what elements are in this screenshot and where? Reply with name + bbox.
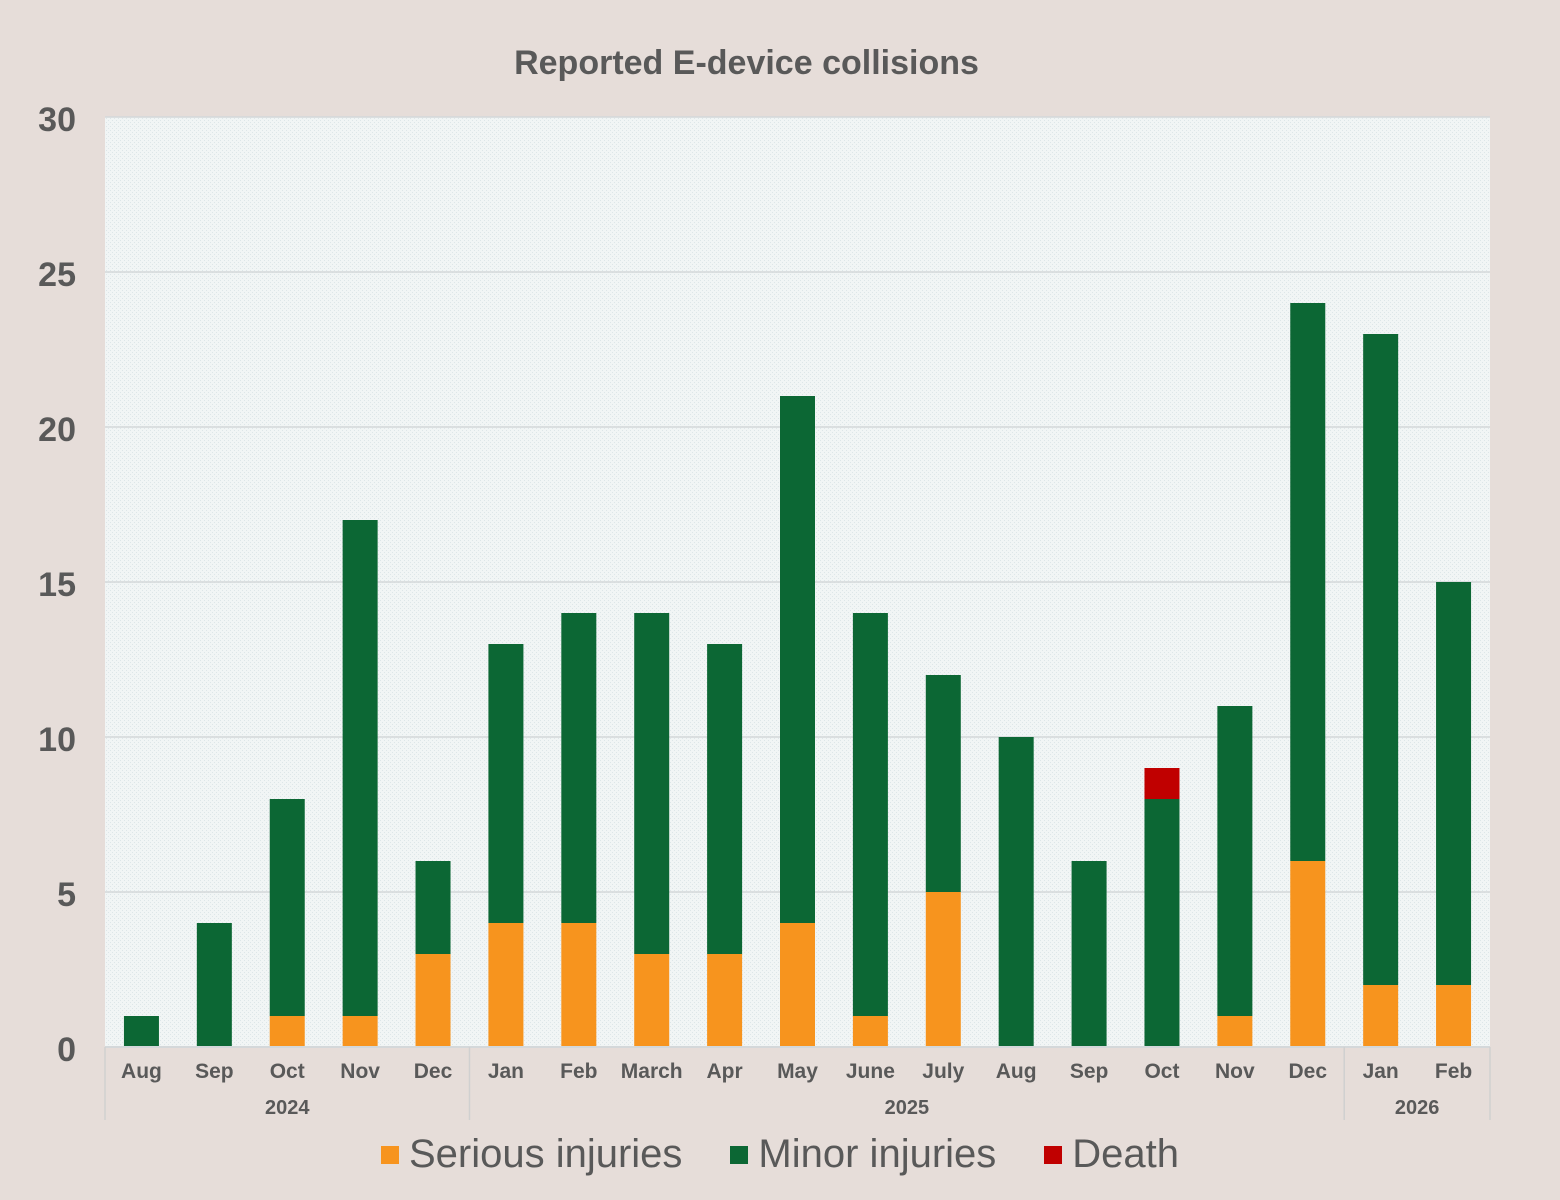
legend-swatch: [730, 1145, 749, 1164]
bar-minor-injuries: [925, 675, 961, 892]
bar-minor-injuries: [196, 923, 232, 1047]
legend-swatch: [380, 1145, 399, 1164]
x-tick-label: March: [621, 1060, 683, 1083]
x-tick-label: Oct: [1144, 1060, 1179, 1083]
legend-swatch: [1044, 1145, 1063, 1164]
legend-label: Death: [1072, 1132, 1180, 1176]
x-tick-label: Dec: [414, 1060, 453, 1083]
bar-minor-injuries: [1144, 799, 1180, 1047]
x-tick-label: Jan: [1363, 1060, 1399, 1083]
year-label: 2026: [1395, 1097, 1440, 1119]
x-tick-label: Nov: [340, 1060, 380, 1083]
bar-serious-injuries: [1363, 985, 1399, 1047]
legend-item: Death: [1044, 1132, 1179, 1177]
bar-serious-injuries: [852, 1016, 888, 1047]
bar-serious-injuries: [269, 1016, 305, 1047]
chart-title: Reported E-device collisions: [514, 44, 979, 82]
bar-minor-injuries: [1436, 582, 1472, 985]
y-tick-label: 15: [38, 566, 76, 604]
bar-death: [1144, 768, 1180, 799]
legend-item: Serious injuries: [380, 1132, 683, 1177]
bar-serious-injuries: [707, 954, 743, 1047]
bar-minor-injuries: [1363, 334, 1399, 985]
x-tick-label: May: [777, 1060, 818, 1083]
bar-minor-injuries: [342, 520, 378, 1016]
y-tick-label: 0: [57, 1031, 76, 1069]
bar-minor-injuries: [998, 737, 1034, 1047]
bar-serious-injuries: [634, 954, 670, 1047]
bar-minor-injuries: [488, 644, 524, 923]
legend: Serious injuries Minor injuries Death: [0, 1132, 1560, 1177]
bar-minor-injuries: [780, 396, 815, 923]
bar-minor-injuries: [1290, 303, 1326, 861]
legend-item: Minor injuries: [730, 1132, 996, 1177]
bar-serious-injuries: [925, 892, 961, 1047]
bar-minor-injuries: [634, 613, 670, 954]
x-tick-label: Nov: [1215, 1060, 1255, 1083]
bar-serious-injuries: [780, 923, 815, 1047]
bar-serious-injuries: [561, 923, 597, 1047]
bar-minor-injuries: [1217, 706, 1253, 1016]
legend-label: Serious injuries: [408, 1132, 683, 1176]
y-tick-label: 10: [38, 721, 76, 759]
bar-minor-injuries: [415, 861, 451, 954]
x-tick-label: Aug: [121, 1060, 162, 1083]
bar-minor-injuries: [707, 644, 743, 954]
y-tick-label: 25: [38, 256, 76, 294]
x-tick-label: July: [922, 1060, 964, 1083]
legend-label: Minor injuries: [758, 1132, 997, 1176]
bar-minor-injuries: [123, 1016, 159, 1047]
bar-minor-injuries: [561, 613, 597, 923]
bar-serious-injuries: [488, 923, 524, 1047]
x-tick-label: Sep: [195, 1060, 234, 1083]
x-tick-label: June: [846, 1060, 895, 1083]
x-tick-label: Aug: [996, 1060, 1037, 1083]
bar-serious-injuries: [1217, 1016, 1253, 1047]
bar-minor-injuries: [269, 799, 305, 1016]
bar-serious-injuries: [415, 954, 451, 1047]
year-label: 2024: [265, 1097, 310, 1119]
bar-serious-injuries: [1290, 861, 1326, 1047]
bar-serious-injuries: [1436, 985, 1472, 1047]
y-tick-label: 5: [57, 876, 76, 914]
bar-minor-injuries: [1071, 861, 1107, 1047]
bar-serious-injuries: [342, 1016, 378, 1047]
x-tick-label: Sep: [1070, 1060, 1109, 1083]
y-tick-label: 20: [38, 411, 76, 449]
x-tick-label: Feb: [1435, 1060, 1472, 1083]
year-label: 2025: [885, 1097, 930, 1119]
x-tick-label: Jan: [488, 1060, 524, 1083]
x-tick-label: Dec: [1288, 1060, 1327, 1083]
x-tick-label: Feb: [560, 1060, 597, 1083]
x-tick-label: Apr: [707, 1060, 743, 1083]
y-tick-label: 30: [38, 101, 76, 139]
x-tick-label: Oct: [270, 1060, 305, 1083]
bar-minor-injuries: [852, 613, 888, 1016]
